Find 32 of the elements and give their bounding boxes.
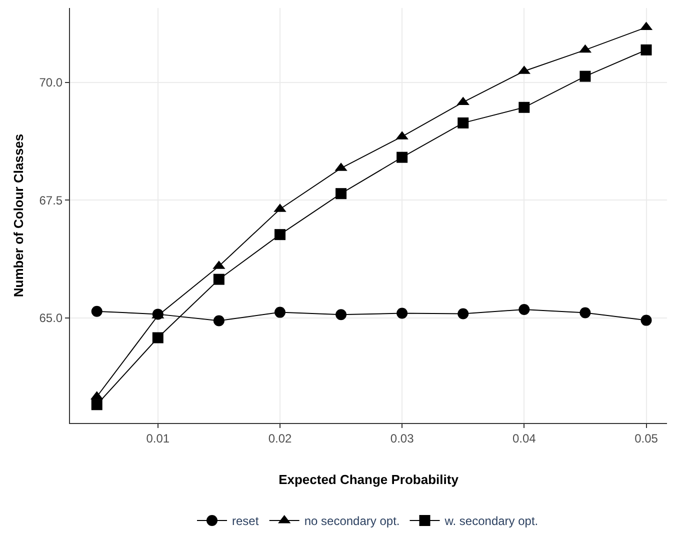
point	[336, 188, 347, 200]
x-tick-label: 0.03	[390, 431, 414, 446]
point	[580, 307, 591, 318]
y-axis-title: Number of Colour Classes	[11, 134, 26, 298]
point	[274, 229, 286, 240]
point	[213, 315, 224, 326]
point	[396, 152, 408, 163]
point	[213, 274, 224, 285]
point	[274, 306, 286, 318]
x-tick-label: 0.05	[634, 431, 658, 446]
x-tick-label: 0.02	[268, 431, 292, 446]
point	[640, 44, 652, 56]
x-tick-label: 0.04	[512, 431, 536, 446]
legend-label: reset	[232, 514, 260, 528]
y-tick-label: 70.0	[39, 76, 63, 90]
point	[640, 314, 652, 326]
x-tick-label: 0.01	[146, 431, 170, 446]
point	[580, 70, 591, 82]
point	[91, 399, 102, 410]
point	[518, 102, 530, 113]
point	[91, 306, 102, 317]
point	[518, 304, 530, 315]
y-tick-label: 67.5	[39, 193, 63, 208]
legend-label: no secondary opt.	[304, 514, 400, 528]
point	[396, 308, 408, 319]
point	[458, 308, 469, 320]
x-axis-title: Expected Change Probability	[278, 472, 460, 487]
point	[336, 309, 347, 320]
point	[152, 332, 164, 344]
y-tick-label: 65.0	[39, 311, 63, 326]
legend-label: w. secondary opt.	[444, 514, 538, 528]
point	[458, 117, 469, 128]
